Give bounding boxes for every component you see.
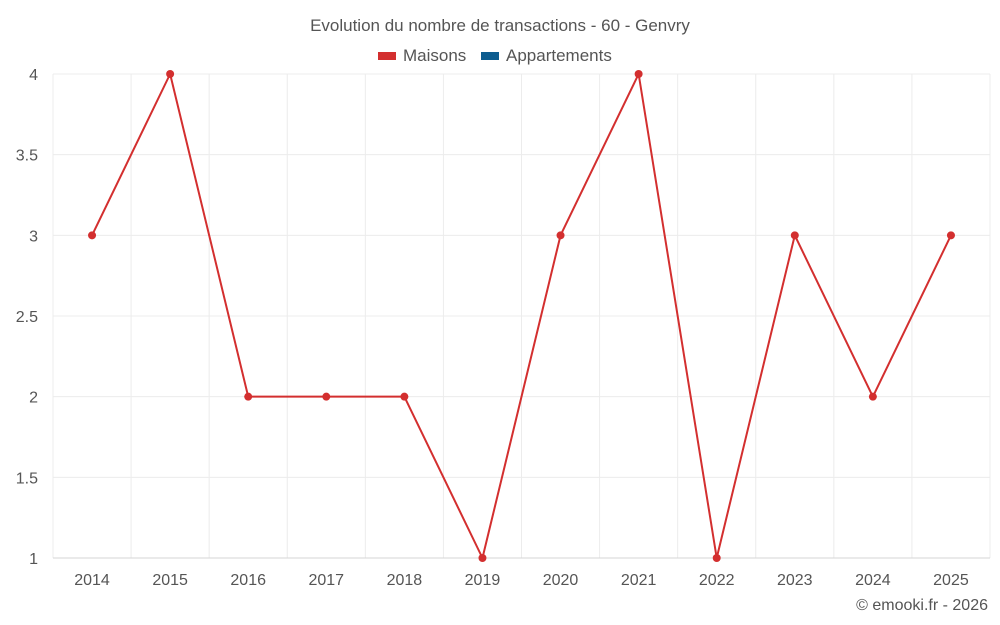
y-tick-label: 4	[29, 67, 38, 84]
y-tick-label: 3	[29, 228, 38, 245]
data-point-2025[interactable]	[946, 231, 955, 240]
legend-label: Maisons	[403, 46, 466, 65]
chart-title: Evolution du nombre de transactions - 60…	[310, 16, 690, 35]
x-tick-label: 2014	[74, 572, 110, 589]
legend-item-appartements[interactable]: Appartements	[481, 46, 612, 65]
x-tick-label: 2016	[230, 572, 266, 589]
legend-item-maisons[interactable]: Maisons	[378, 46, 466, 65]
data-point-2019[interactable]	[478, 554, 487, 562]
grid	[52, 73, 991, 558]
data-point-2024[interactable]	[868, 392, 877, 401]
data-point-2022[interactable]	[712, 554, 721, 562]
data-point-2015[interactable]	[166, 70, 175, 78]
x-tick-label: 2022	[699, 572, 735, 589]
x-tick-label: 2017	[308, 572, 344, 589]
y-axis: 1 1.5 2 2.5 3 3.5 4	[16, 67, 38, 568]
credit-text: © emooki.fr - 2026	[856, 597, 988, 614]
data-point-2023[interactable]	[790, 231, 799, 240]
legend: Maisons Appartements	[378, 46, 612, 65]
x-tick-label: 2024	[855, 572, 891, 589]
series-layer	[88, 70, 955, 562]
x-tick-label: 2018	[387, 572, 423, 589]
x-tick-label: 2019	[465, 572, 501, 589]
series-line-maisons	[91, 73, 952, 559]
x-tick-label: 2015	[152, 572, 188, 589]
data-point-2017[interactable]	[322, 392, 331, 401]
x-tick-label: 2020	[543, 572, 579, 589]
y-tick-label: 2.5	[16, 309, 38, 326]
data-point-2021[interactable]	[634, 70, 643, 78]
legend-swatch	[378, 52, 396, 60]
data-point-2014[interactable]	[88, 231, 97, 240]
y-tick-label: 1	[29, 551, 38, 568]
x-tick-label: 2023	[777, 572, 813, 589]
data-point-2016[interactable]	[244, 392, 253, 401]
data-point-2018[interactable]	[400, 392, 409, 401]
y-tick-label: 3.5	[16, 148, 38, 165]
legend-swatch	[481, 52, 499, 60]
y-tick-label: 1.5	[16, 470, 38, 487]
legend-label: Appartements	[506, 46, 612, 65]
data-point-2020[interactable]	[556, 231, 565, 240]
x-tick-label: 2025	[933, 572, 969, 589]
y-tick-label: 2	[29, 390, 38, 407]
x-axis: 2014 2015 2016 2017 2018 2019 2020 2021 2022 2023…	[74, 572, 969, 589]
x-tick-label: 2021	[621, 572, 657, 589]
